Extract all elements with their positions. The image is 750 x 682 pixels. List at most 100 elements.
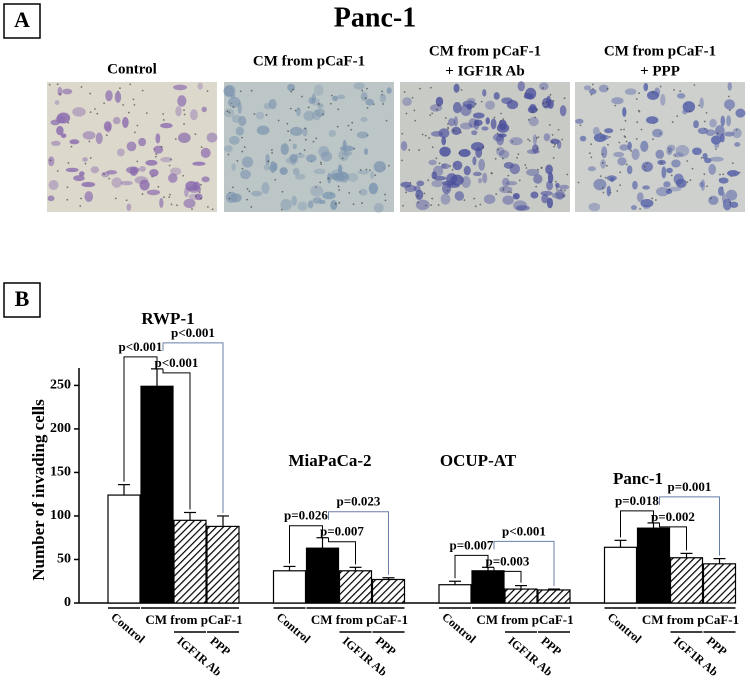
cell (183, 198, 196, 209)
bar (371, 578, 406, 604)
pore (497, 148, 499, 151)
cell (56, 125, 64, 136)
significance-bracket (620, 510, 654, 538)
pore (384, 199, 387, 202)
pore (402, 204, 404, 207)
pore (79, 205, 82, 207)
cell (501, 177, 510, 187)
pore (689, 110, 691, 113)
cell (280, 198, 292, 211)
pore (169, 158, 172, 161)
pore (401, 132, 404, 135)
pore (705, 111, 708, 114)
pore (365, 168, 368, 171)
cell (724, 99, 735, 110)
cell (619, 144, 629, 151)
y-tick-label: 200 (50, 421, 71, 436)
cell (692, 147, 702, 156)
pore (134, 131, 136, 134)
pore (385, 119, 388, 122)
p-value: p=0.026 (284, 508, 328, 523)
cell (551, 192, 566, 199)
cell (404, 184, 417, 193)
cell (675, 144, 690, 157)
cell (223, 85, 235, 97)
cell (435, 96, 444, 107)
significance-bracket (493, 540, 555, 587)
pore (94, 108, 96, 110)
cell (145, 159, 158, 166)
cell (498, 133, 507, 138)
p-value: p<0.001 (171, 325, 215, 340)
pore (511, 140, 514, 143)
cell (732, 128, 742, 139)
cell (280, 143, 289, 155)
pore (155, 153, 158, 155)
cell (543, 133, 551, 142)
cell (230, 193, 242, 203)
bar (140, 385, 174, 604)
y-axis-label: Number of invading cells (29, 399, 48, 581)
pore (243, 146, 246, 149)
cell (708, 163, 717, 175)
pore (537, 136, 540, 139)
pore (473, 197, 476, 200)
cell (310, 185, 324, 197)
cell (640, 140, 649, 152)
pore (248, 190, 251, 193)
cell (498, 149, 510, 159)
cell (667, 186, 682, 192)
pore (731, 162, 734, 165)
pore (562, 194, 565, 197)
pore (327, 177, 330, 180)
cell (547, 99, 554, 109)
pore (437, 204, 440, 206)
pore (168, 196, 171, 199)
cell (227, 96, 241, 108)
cell (589, 88, 597, 95)
cell (642, 204, 651, 210)
pore (315, 137, 318, 140)
cell (611, 97, 624, 105)
pore (56, 83, 59, 86)
pore (435, 157, 438, 160)
cell (105, 123, 112, 133)
cell (292, 143, 297, 150)
cell (48, 156, 55, 167)
pore (408, 149, 411, 151)
y-tick-label: 0 (64, 595, 71, 610)
cell (279, 167, 288, 175)
pore (174, 138, 177, 140)
cell (472, 112, 485, 119)
pore (287, 130, 290, 133)
pore (337, 108, 340, 111)
cell (431, 171, 437, 180)
significance-bracket (328, 537, 356, 565)
cell (446, 173, 458, 185)
image-caption: + PPP (640, 63, 680, 79)
pore (136, 124, 139, 127)
cell (314, 108, 326, 117)
x-label: PPP (704, 634, 730, 659)
cell (370, 170, 375, 180)
pore (703, 173, 706, 176)
pore (554, 143, 556, 146)
pore (686, 181, 689, 183)
bar (537, 589, 571, 604)
pore (337, 185, 340, 188)
cell (170, 167, 182, 176)
cell (727, 170, 740, 177)
pore (431, 197, 434, 200)
cell (433, 175, 447, 181)
cell (478, 158, 485, 171)
cell (337, 94, 346, 100)
cell (453, 83, 460, 93)
pore (624, 136, 627, 138)
pore (452, 129, 455, 132)
cell (453, 116, 458, 127)
bar (338, 570, 373, 604)
pore (502, 187, 505, 190)
cell (330, 200, 338, 211)
pore (643, 165, 646, 168)
pore (460, 89, 463, 91)
